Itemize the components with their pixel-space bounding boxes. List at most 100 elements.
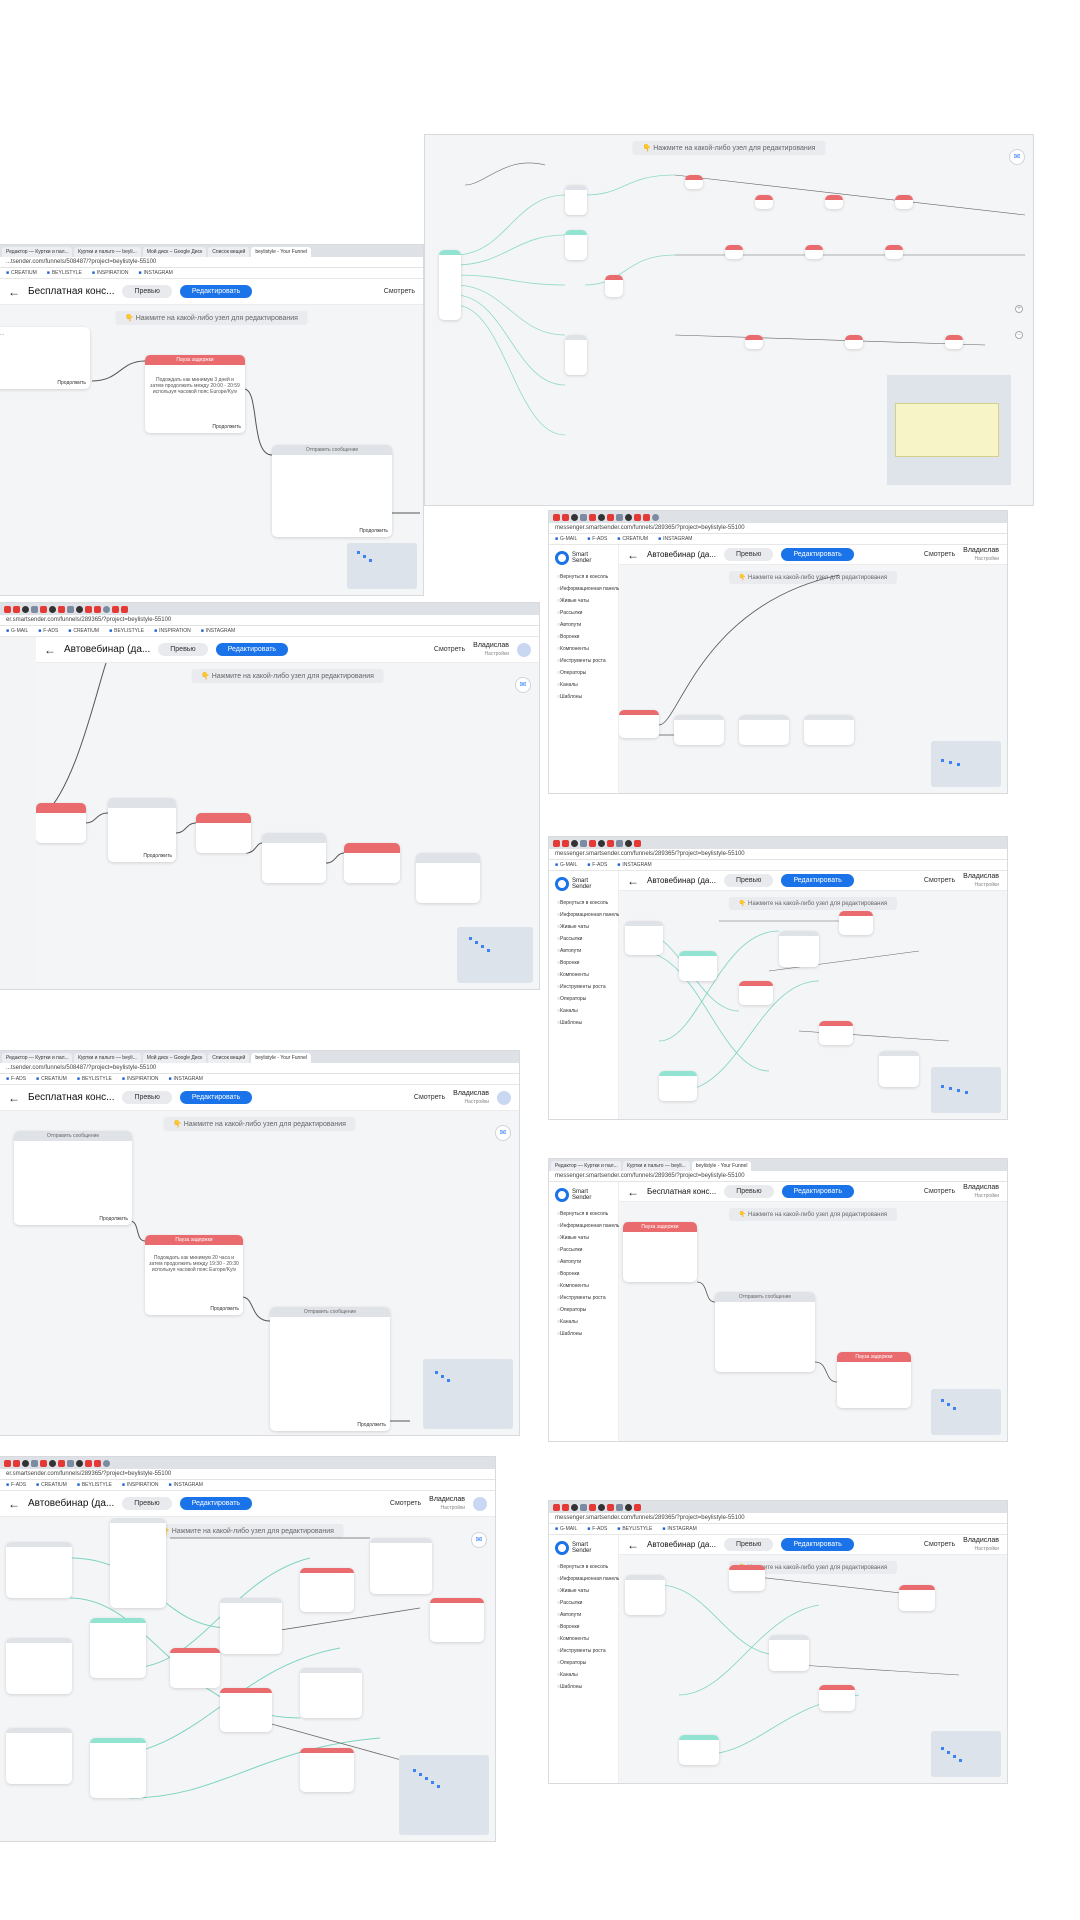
sidebar-item-mailings[interactable]: Рассылки	[549, 1244, 618, 1256]
flow-node[interactable]	[659, 1071, 697, 1101]
chat-icon[interactable]: ✉	[471, 1532, 487, 1548]
edit-button[interactable]: Редактировать	[179, 285, 253, 298]
sidebar-item-components[interactable]: Компоненты	[549, 969, 618, 981]
browser-tab[interactable]: Куртки и пальто — beyli...	[623, 1161, 690, 1171]
sidebar-item-live-chats[interactable]: Живые чаты	[549, 921, 618, 933]
browser-tab[interactable]: Мой диск – Google Диск	[142, 1053, 207, 1063]
sidebar-item-funnels[interactable]: Воронки	[549, 631, 618, 643]
back-arrow-icon[interactable]: ←	[627, 547, 639, 562]
flow-node[interactable]	[6, 1638, 72, 1694]
bookmark[interactable]: INSPIRATION	[154, 628, 191, 634]
zoom-out-icon[interactable]: −	[1015, 331, 1023, 339]
back-arrow-icon[interactable]: ←	[627, 873, 639, 888]
watch-button[interactable]: Смотреть	[923, 551, 956, 558]
bookmark[interactable]: INSPIRATION	[122, 1482, 159, 1488]
preview-button[interactable]: Превью	[122, 1091, 172, 1104]
bookmark[interactable]: G-MAIL	[6, 628, 28, 634]
browser-tab[interactable]: Список вещей	[208, 247, 250, 257]
flow-node[interactable]	[779, 931, 819, 967]
sidebar-item-growth-tools[interactable]: Инструменты роста	[549, 1292, 618, 1304]
browser-tab[interactable]: Редактор — Куртки и пал...	[2, 247, 72, 257]
sidebar-item-autopaths[interactable]: Автопути	[549, 1609, 618, 1621]
browser-tab[interactable]: beylistyle - Your Funnel	[691, 1161, 752, 1171]
browser-tab[interactable]: Куртки и пальто — beyli...	[74, 1053, 141, 1063]
watch-button[interactable]: Смотреть	[383, 288, 415, 295]
flow-node[interactable]	[899, 1585, 935, 1611]
flow-node[interactable]	[6, 1542, 72, 1598]
back-arrow-icon[interactable]: ←	[44, 642, 56, 657]
sidebar-item-growth-tools[interactable]: Инструменты роста	[549, 1645, 618, 1657]
browser-tab[interactable]: Редактор — Куртки и пал...	[2, 1053, 72, 1063]
sidebar-item-operators[interactable]: Операторы	[549, 1657, 618, 1669]
pause-node[interactable]	[344, 843, 400, 883]
user-menu[interactable]: Владислав Настройки	[429, 1495, 465, 1511]
bookmark[interactable]: G-MAIL	[555, 1526, 577, 1532]
flow-node[interactable]	[625, 1575, 665, 1615]
bookmark[interactable]: BEYLISTYLE	[77, 1076, 112, 1082]
flow-node[interactable]	[300, 1748, 354, 1792]
bookmark[interactable]: INSTAGRAM	[168, 1482, 203, 1488]
flow-node[interactable]	[300, 1568, 354, 1612]
bookmark[interactable]: F-ADS	[587, 536, 607, 542]
sidebar-back-console[interactable]: Вернуться в консоль	[549, 1561, 618, 1573]
flow-node[interactable]	[745, 335, 763, 349]
address-bar[interactable]: messenger.smartsender.com/funnels/289365…	[549, 523, 1007, 534]
address-bar[interactable]: messenger.smartsender.com/funnels/289365…	[549, 849, 1007, 860]
sidebar-item-live-chats[interactable]: Живые чаты	[549, 1232, 618, 1244]
sidebar-item-operators[interactable]: Операторы	[549, 667, 618, 679]
flow-node[interactable]	[879, 1051, 919, 1087]
browser-tab[interactable]: beylistyle - Your Funnel	[251, 1053, 312, 1063]
chat-icon[interactable]: ✉	[495, 1125, 511, 1141]
preview-button[interactable]: Превью	[724, 548, 774, 561]
browser-tab[interactable]: Список вещей	[208, 1053, 250, 1063]
address-bar[interactable]: messenger.smartsender.com/funnels/289365…	[549, 1513, 1007, 1524]
sidebar-item-dashboard[interactable]: Информационная панель	[549, 1220, 619, 1232]
back-arrow-icon[interactable]: ←	[8, 284, 20, 299]
flow-node[interactable]	[674, 715, 724, 745]
bookmark[interactable]: G-MAIL	[555, 536, 577, 542]
flow-node[interactable]	[220, 1688, 272, 1732]
flow-node[interactable]	[755, 195, 773, 209]
send-message-node[interactable]	[262, 833, 326, 883]
watch-button[interactable]: Смотреть	[433, 646, 466, 653]
edit-button[interactable]: Редактировать	[215, 643, 289, 656]
send-message-node[interactable]: Продолжить	[108, 798, 176, 862]
send-message-node[interactable]: Отправить сообщение Продолжить	[272, 445, 392, 537]
pause-node[interactable]	[196, 813, 251, 853]
edit-button[interactable]: Редактировать	[781, 1185, 854, 1198]
browser-tab[interactable]: Куртки и пальто — beyli...	[74, 247, 141, 257]
preview-button[interactable]: Превью	[122, 1497, 172, 1510]
flow-node[interactable]	[110, 1518, 166, 1608]
address-bar[interactable]: ...tsender.com/funnels/508487/?project=b…	[0, 257, 423, 268]
bookmark[interactable]: BEYLISTYLE	[77, 1482, 112, 1488]
flow-node[interactable]	[370, 1538, 432, 1594]
flow-node[interactable]	[685, 175, 703, 189]
back-arrow-icon[interactable]: ←	[627, 1184, 639, 1199]
send-message-node[interactable]: Отправить сообщение Продолжить	[270, 1307, 390, 1431]
sidebar-item-live-chats[interactable]: Живые чаты	[549, 1585, 618, 1597]
preview-button[interactable]: Превью	[724, 1538, 774, 1551]
sidebar-item-templates[interactable]: Шаблоны	[549, 1681, 618, 1693]
bookmark[interactable]: CREATIUM	[68, 628, 99, 634]
browser-tab[interactable]: Редактор — Куртки и пал...	[551, 1161, 621, 1171]
sidebar-item-funnels[interactable]: Воронки	[549, 1621, 618, 1633]
send-message-node[interactable]: Отправить сообщение Продолжить	[14, 1131, 132, 1225]
bookmark[interactable]: F-ADS	[38, 628, 58, 634]
edit-button[interactable]: Редактировать	[781, 548, 854, 561]
sidebar-item-mailings[interactable]: Рассылки	[549, 1597, 618, 1609]
flow-node[interactable]	[625, 921, 663, 955]
edit-button[interactable]: Редактировать	[179, 1091, 253, 1104]
pause-node[interactable]: Пауза задержки	[837, 1352, 911, 1408]
bookmark[interactable]: F-ADS	[587, 1526, 607, 1532]
bookmark[interactable]: CREATIUM	[617, 536, 648, 542]
pause-node[interactable]: Пауза задержки Подождать как минимум 20 …	[145, 1235, 243, 1315]
flow-node[interactable]	[679, 1735, 719, 1765]
flow-node[interactable]	[819, 1021, 853, 1045]
flow-node[interactable]	[565, 230, 587, 260]
sidebar-item-templates[interactable]: Шаблоны	[549, 691, 618, 703]
sidebar-back-console[interactable]: Вернуться в консоль	[549, 1208, 618, 1220]
flow-node[interactable]	[845, 335, 863, 349]
flow-node[interactable]	[895, 195, 913, 209]
sidebar-item-growth-tools[interactable]: Инструменты роста	[549, 655, 618, 667]
sidebar-item-templates[interactable]: Шаблоны	[549, 1017, 618, 1029]
